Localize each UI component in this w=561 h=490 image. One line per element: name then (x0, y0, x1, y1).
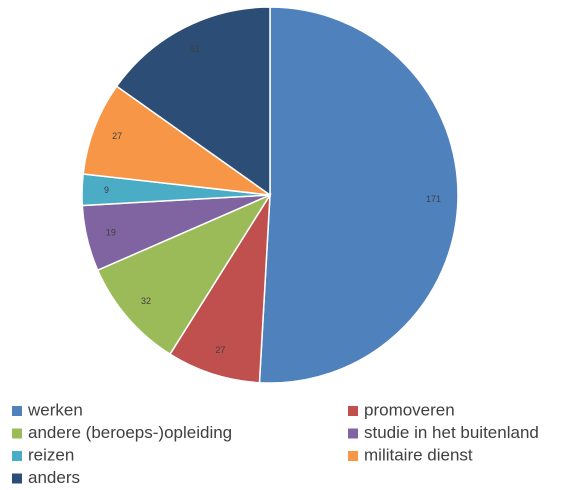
data-label: 9 (104, 185, 109, 195)
pie-slice (115, 6, 271, 197)
data-label: 32 (141, 296, 151, 306)
legend-label: anders (28, 468, 80, 487)
legend-swatch (348, 406, 358, 416)
legend-label: werken (27, 400, 83, 419)
legend-swatch (12, 451, 22, 461)
pie-slice (82, 85, 271, 196)
pie-slice (96, 193, 272, 356)
pie-slice (258, 6, 459, 384)
legend-label: promoveren (364, 400, 455, 419)
legend-swatch (348, 451, 358, 461)
legend-label: militaire dienst (364, 445, 473, 464)
data-label: 27 (215, 345, 225, 355)
legend-label: andere (beroeps-)opleiding (28, 423, 232, 442)
data-label: 171 (426, 194, 441, 204)
data-label: 19 (106, 227, 116, 237)
legend-swatch (12, 406, 22, 416)
legend-swatch (348, 428, 358, 439)
legend-label: studie in het buitenland (364, 423, 539, 442)
legend-label: reizen (28, 445, 74, 464)
data-label: 51 (190, 44, 200, 54)
legend-swatch (12, 473, 22, 484)
data-label: 27 (112, 131, 122, 141)
legend-swatch (12, 428, 22, 439)
pie-slice (168, 194, 271, 384)
